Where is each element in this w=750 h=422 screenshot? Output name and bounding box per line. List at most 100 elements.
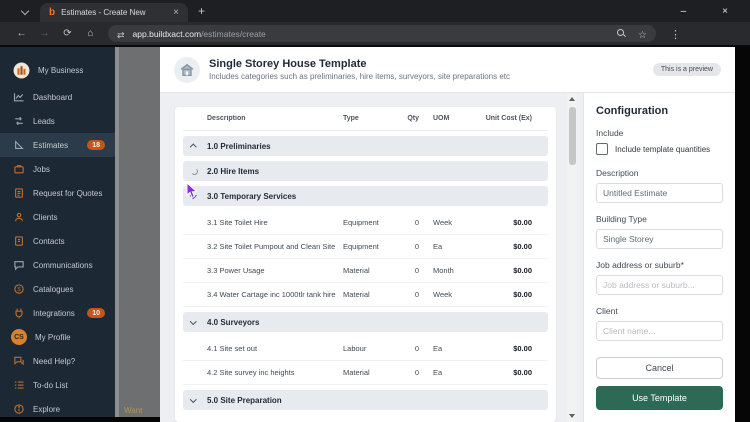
row-uom: Ea <box>433 368 443 377</box>
col-description: Description <box>207 115 246 122</box>
row-unit-cost: $0.00 <box>513 242 532 251</box>
table-header-row: Description Type Qty UOM Unit Cost (Ex) <box>183 107 548 131</box>
mouse-cursor <box>186 182 198 199</box>
row-description: 3.2 Site Toilet Pumpout and Clean Site <box>207 242 336 251</box>
row-type: Equipment <box>343 242 379 251</box>
client-input[interactable] <box>596 321 723 341</box>
include-quantities-checkbox[interactable] <box>596 143 608 155</box>
jobs-briefcase-icon <box>14 165 24 174</box>
sidebar-item-catalogues[interactable]: $ Catalogues <box>0 277 115 301</box>
table-row[interactable]: 4.2 Site survey inc heights Material 0 E… <box>183 361 548 385</box>
sidebar-item-communications[interactable]: Communications <box>0 253 115 277</box>
configuration-title: Configuration <box>596 105 669 117</box>
row-uom: Month <box>433 266 454 275</box>
template-preview-modal: Single Storey House Template Includes ca… <box>160 47 735 422</box>
minimize-icon[interactable] <box>681 6 687 17</box>
tab-title: Estimates - Create New <box>61 8 146 17</box>
back-icon[interactable] <box>10 28 33 39</box>
sidebar-label: My Business <box>38 65 84 75</box>
sidebar-item-request-for-quotes[interactable]: Request for Quotes <box>0 181 115 205</box>
browser-toolbar: app.buildxact.com/estimates/create <box>0 22 750 45</box>
tab-search-chevron-icon[interactable] <box>22 7 30 15</box>
contacts-book-icon <box>15 236 23 246</box>
sidebar-item-todo-list[interactable]: To-do List <box>0 373 115 397</box>
building-type-input[interactable] <box>596 229 723 249</box>
estimates-setsquare-icon <box>15 140 24 149</box>
row-type: Material <box>343 290 370 299</box>
scroll-down-icon[interactable] <box>569 414 575 418</box>
scrollbar-thumb[interactable] <box>568 107 576 165</box>
row-qty: 0 <box>414 290 419 299</box>
description-input[interactable] <box>596 183 723 203</box>
cancel-button[interactable]: Cancel <box>596 357 723 379</box>
search-icon[interactable] <box>617 29 626 38</box>
profile-avatar: CS <box>11 329 27 345</box>
sidebar-item-jobs[interactable]: Jobs <box>0 157 115 181</box>
scroll-up-icon[interactable] <box>569 97 575 101</box>
row-qty: 0 <box>414 266 419 275</box>
browser-menu-icon[interactable] <box>656 25 681 43</box>
dimmed-page-overlay: Want <box>115 47 160 422</box>
table-row[interactable]: 3.3 Power Usage Material 0 Month $0.00 <box>183 259 548 283</box>
modal-subtitle: Includes categories such as preliminarie… <box>209 72 511 81</box>
favicon-icon: b <box>49 7 56 18</box>
row-type: Material <box>343 266 370 275</box>
row-uom: Ea <box>433 344 443 353</box>
table-row[interactable]: 4.1 Site set out Labour 0 Ea $0.00 <box>183 337 548 361</box>
site-settings-icon[interactable] <box>117 25 125 43</box>
row-type: Equipment <box>343 218 379 227</box>
row-qty: 0 <box>414 218 419 227</box>
home-icon[interactable] <box>79 28 102 39</box>
table-row[interactable]: 3.4 Water Cartage inc 1000tlr tank hire … <box>183 283 548 307</box>
table-row[interactable]: 5.0 Site Preparation <box>183 390 548 410</box>
table-row[interactable]: 3.0 Temporary Services <box>183 186 548 206</box>
estimates-count-badge: 18 <box>87 140 105 150</box>
person-icon <box>15 212 23 222</box>
job-address-input[interactable] <box>596 275 723 295</box>
window-close-icon[interactable] <box>722 6 728 17</box>
table-row[interactable]: 4.0 Surveyors <box>183 312 548 332</box>
plug-icon <box>15 308 23 319</box>
address-bar[interactable]: app.buildxact.com/estimates/create <box>108 25 656 42</box>
building-type-label: Building Type <box>596 214 647 224</box>
new-tab-button[interactable] <box>198 4 205 18</box>
use-template-button[interactable]: Use Template <box>596 386 723 410</box>
row-description: 4.1 Site set out <box>207 344 258 353</box>
bookmark-star-icon[interactable] <box>638 25 647 43</box>
tab-close-icon[interactable] <box>173 8 179 18</box>
sidebar-item-my-profile[interactable]: CS My Profile <box>0 325 115 349</box>
sidebar-item-my-business[interactable]: My Business <box>0 55 115 85</box>
include-label: Include <box>596 128 624 138</box>
row-unit-cost: $0.00 <box>513 344 532 353</box>
quote-document-icon <box>15 188 23 198</box>
browser-titlebar: b Estimates - Create New <box>0 0 750 22</box>
url-text[interactable]: app.buildxact.com/estimates/create <box>132 28 266 39</box>
browser-tab[interactable]: b Estimates - Create New <box>40 3 188 22</box>
sidebar-item-explore[interactable]: Explore <box>0 397 115 421</box>
row-qty: 0 <box>414 344 419 353</box>
sidebar-item-leads[interactable]: Leads <box>0 109 115 133</box>
modal-scrollbar[interactable] <box>567 93 577 422</box>
sidebar-item-contacts[interactable]: Contacts <box>0 229 115 253</box>
col-uom: UOM <box>433 115 450 122</box>
preview-badge: This is a preview <box>652 63 721 76</box>
table-row[interactable]: 3.2 Site Toilet Pumpout and Clean Site E… <box>183 235 548 259</box>
sidebar-item-integrations[interactable]: Integrations 10 <box>0 301 115 325</box>
row-description: 1.0 Preliminaries <box>207 141 271 151</box>
sidebar-item-dashboard[interactable]: Dashboard <box>0 85 115 109</box>
sidebar-item-need-help[interactable]: Need Help? <box>0 349 115 373</box>
table-row[interactable]: 5.1 Earthworks - Bulk cuts Labour 0 Ea $… <box>183 415 548 422</box>
refresh-icon[interactable] <box>56 28 79 39</box>
table-row[interactable]: 1.0 Preliminaries <box>183 136 548 156</box>
forward-icon[interactable] <box>33 28 56 39</box>
company-logo-icon <box>13 62 30 78</box>
row-state-icon <box>190 395 197 403</box>
sidebar-item-clients[interactable]: Clients <box>0 205 115 229</box>
table-row[interactable]: 2.0 Hire Items <box>183 161 548 181</box>
screen-bottom-edge <box>0 417 160 422</box>
row-unit-cost: $0.00 <box>513 368 532 377</box>
table-row[interactable]: 3.1 Site Toilet Hire Equipment 0 Week $0… <box>183 211 548 235</box>
template-items-area: Description Type Qty UOM Unit Cost (Ex) <box>160 93 583 422</box>
row-unit-cost: $0.00 <box>513 218 532 227</box>
sidebar-item-estimates[interactable]: Estimates 18 <box>0 133 115 157</box>
